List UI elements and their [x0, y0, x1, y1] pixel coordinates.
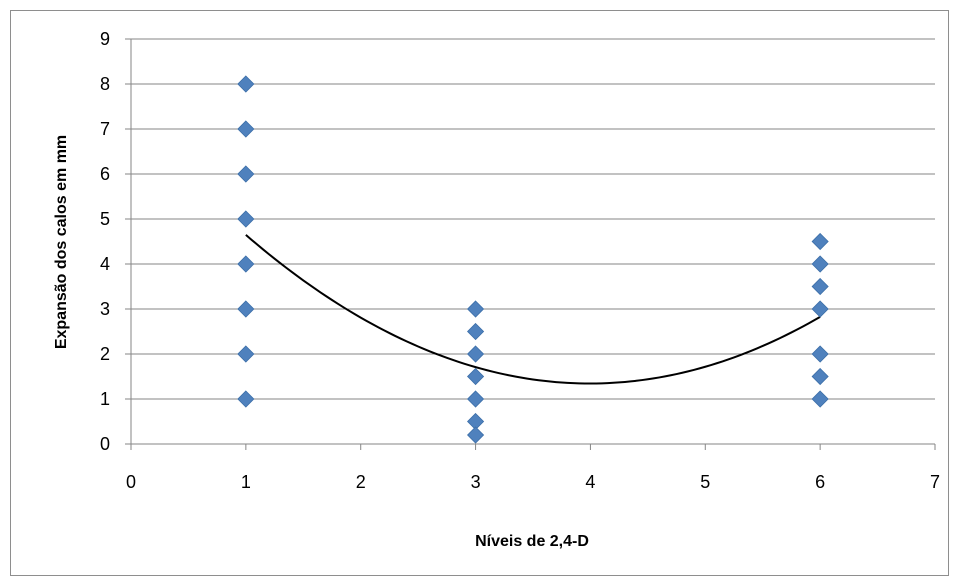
x-tick-label: 0	[126, 472, 136, 492]
data-point	[237, 255, 255, 273]
y-tick-label: 4	[100, 254, 110, 274]
y-tick-label: 9	[100, 29, 110, 49]
data-point	[467, 390, 485, 408]
data-point	[467, 367, 485, 386]
data-point	[237, 300, 255, 318]
data-point	[237, 165, 255, 183]
trendline	[245, 234, 821, 385]
x-tick-labels: 0 1 2 3 4 5 6 7	[126, 472, 940, 492]
data-point	[811, 277, 829, 296]
data-point	[811, 390, 829, 408]
y-axis-title: Expansão dos calos em mm	[53, 135, 70, 349]
data-point	[467, 300, 485, 318]
y-tick-label: 3	[100, 299, 110, 319]
y-tick-label: 0	[100, 434, 110, 454]
data-point	[237, 75, 255, 93]
data-point	[467, 426, 485, 444]
y-tick-label: 6	[100, 164, 110, 184]
data-point	[811, 300, 829, 318]
trendline-curve	[245, 234, 821, 385]
chart-area	[10, 10, 949, 576]
data-point	[237, 210, 255, 228]
data-point	[811, 232, 829, 251]
data-point	[811, 255, 829, 273]
y-tick-label: 8	[100, 74, 110, 94]
y-tick-label: 1	[100, 389, 110, 409]
x-tick-label: 5	[700, 472, 710, 492]
data-point	[811, 345, 829, 363]
x-tick-label: 6	[815, 472, 825, 492]
x-tick-label: 1	[241, 472, 251, 492]
y-tick-label: 7	[100, 119, 110, 139]
data-point	[467, 322, 485, 341]
x-tick-label: 4	[585, 472, 595, 492]
x-tick-label: 2	[356, 472, 366, 492]
y-tick-label: 5	[100, 209, 110, 229]
axes	[125, 38, 936, 450]
y-tick-labels: 0 1 2 3 4 5 6 7 8 9	[100, 29, 110, 454]
data-point	[237, 120, 255, 138]
gridlines	[131, 38, 935, 400]
x-tick-label: 3	[471, 472, 481, 492]
data-point	[237, 345, 255, 363]
y-tick-label: 2	[100, 344, 110, 364]
data-point	[237, 390, 255, 408]
data-point	[467, 345, 485, 363]
data-points	[237, 75, 829, 444]
x-axis-title: Níveis de 2,4-D	[475, 533, 589, 550]
x-tick-label: 7	[930, 472, 940, 492]
data-point	[811, 367, 829, 386]
